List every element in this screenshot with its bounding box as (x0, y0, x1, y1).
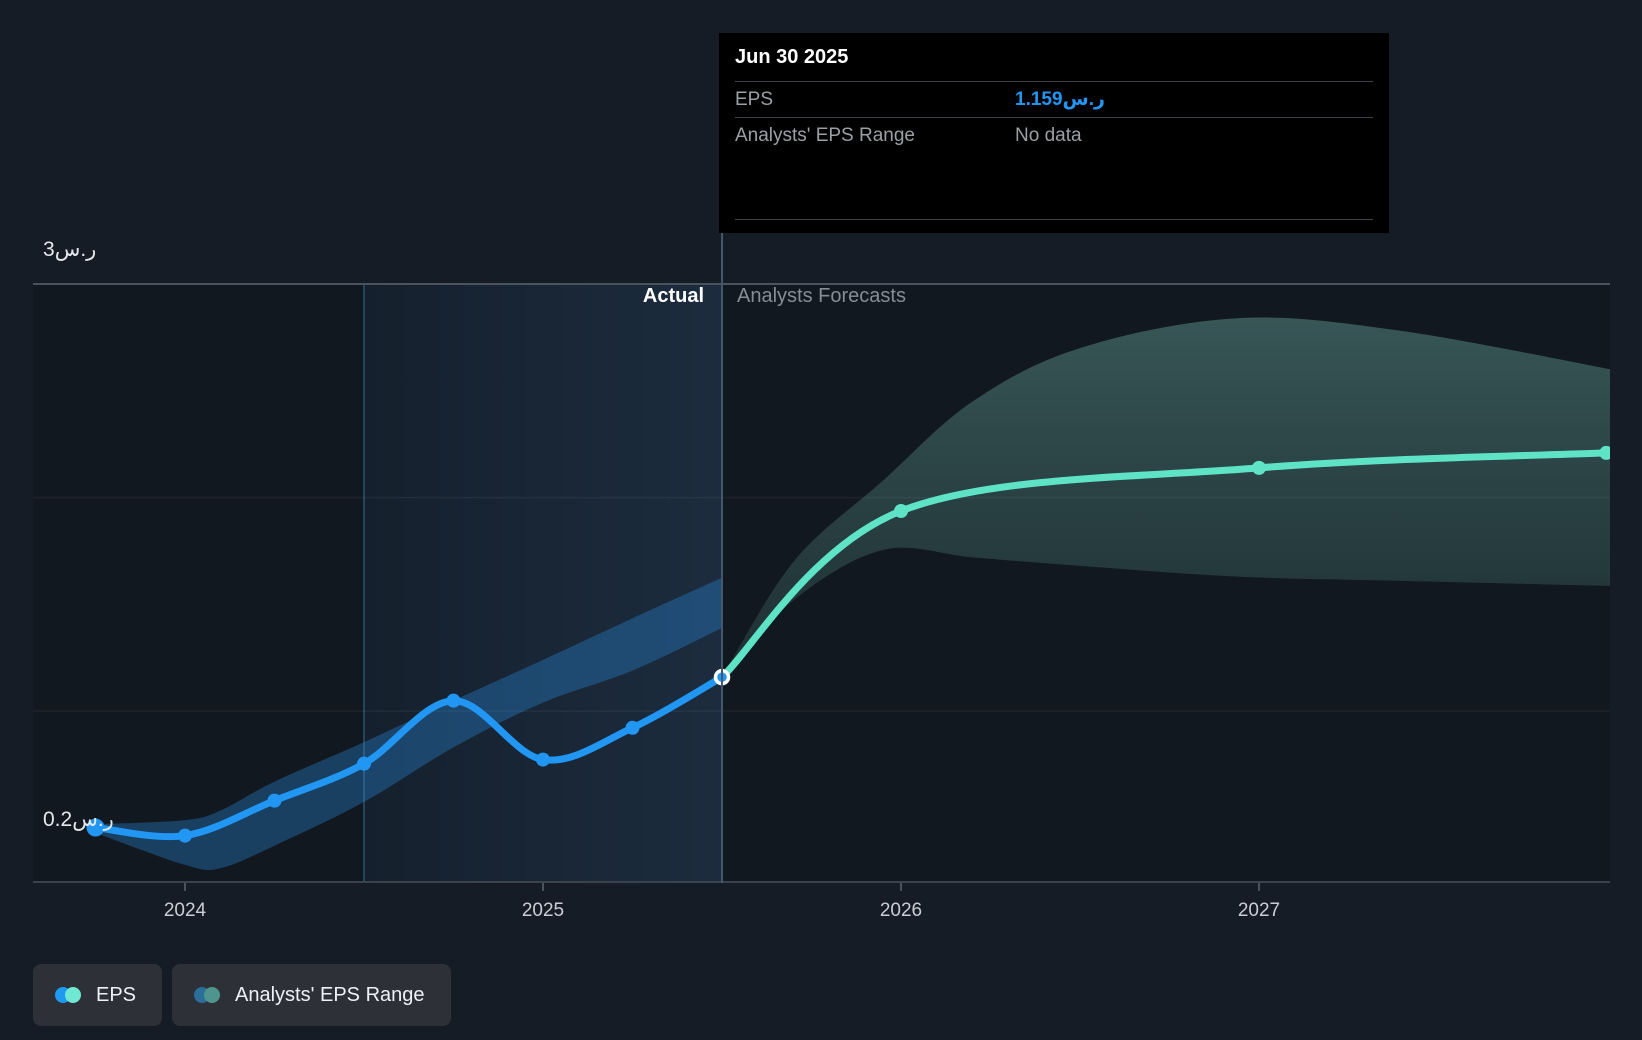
tooltip-range-label: Analysts' EPS Range (735, 124, 915, 146)
actual-data-point (536, 752, 550, 767)
y-axis-label-bottom: 0.2ر.س (43, 808, 114, 831)
y-axis-label-top: 3ر.س (43, 238, 97, 261)
legend-item-label: Analysts' EPS Range (235, 983, 425, 1006)
actual-data-point (625, 720, 640, 735)
tooltip-bottom-divider (735, 219, 1373, 220)
chart-tooltip: Jun 30 2025 EPS 1.159ر.س Analysts' EPS R… (719, 33, 1389, 233)
tooltip-eps-value: 1.159ر.س (1015, 89, 1105, 110)
eps-actual-line (92, 673, 726, 841)
last-year-highlight-band (364, 284, 722, 883)
forecast-analysts-range-band (722, 317, 1610, 678)
actual-data-point (267, 793, 282, 808)
eps-dot-mint-icon (65, 987, 81, 1003)
legend-item-analysts-range[interactable]: Analysts' EPS Range (172, 964, 451, 1026)
range-series-icon (194, 987, 221, 1003)
actual-data-point (178, 828, 192, 843)
actual-data-point (446, 693, 461, 708)
highlight-left-edge (363, 284, 365, 883)
eps-series-icon (55, 987, 81, 1003)
eps-forecast-line (718, 449, 1610, 681)
tooltip-date: Jun 30 2025 (735, 33, 1373, 82)
tooltip-range-row: Analysts' EPS Range No data (735, 118, 1373, 153)
tooltip-eps-row: EPS 1.159ر.س (735, 82, 1373, 118)
chart-legend: EPS Analysts' EPS Range (33, 964, 451, 1026)
forecast-data-point (1252, 460, 1266, 475)
legend-item-eps[interactable]: EPS (33, 964, 163, 1026)
actual-data-point (86, 818, 105, 837)
actual-data-point (357, 756, 371, 771)
forecast-data-point (1599, 445, 1610, 460)
forecast-data-point (894, 504, 908, 519)
actual-phase-label: Actual (642, 285, 704, 307)
range-dot-teal-icon (204, 987, 221, 1003)
tooltip-eps-label: EPS (735, 88, 774, 110)
legend-item-label: EPS (96, 983, 137, 1006)
forecast-phase-label: Analysts Forecasts (737, 285, 906, 307)
tooltip-range-value: No data (1015, 124, 1082, 146)
series-group (86, 317, 1610, 871)
